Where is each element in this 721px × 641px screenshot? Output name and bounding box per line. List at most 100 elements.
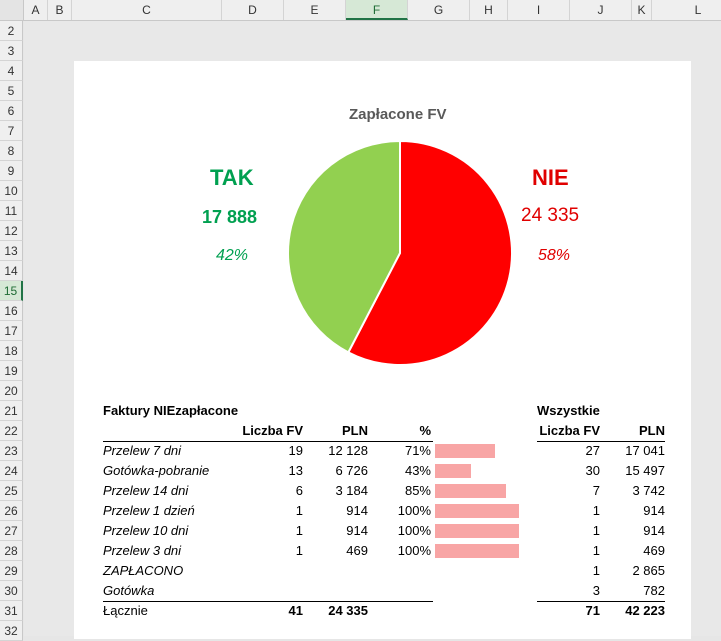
dashboard-card: Zapłacone FV TAK 17 888 42% NIE 24 335 5…	[74, 61, 691, 639]
row-header-3[interactable]: 3	[0, 41, 23, 61]
left-row-pln: 12 128	[328, 443, 368, 458]
column-header-f[interactable]: F	[346, 0, 408, 20]
right-row-count: 30	[585, 463, 600, 478]
left-row-pct	[384, 581, 431, 601]
right-row-pln: 3 742	[632, 483, 665, 498]
nie-value: 24 335	[521, 205, 580, 226]
percent-databar	[435, 544, 519, 558]
left-row-pln: 914	[346, 523, 368, 538]
column-header-b[interactable]: B	[48, 0, 72, 20]
percent-databar	[435, 524, 519, 538]
left-row-pct: 71%	[404, 443, 431, 458]
row-header-5[interactable]: 5	[0, 81, 23, 101]
pie-slice-tak	[287, 139, 401, 354]
row-header-6[interactable]: 6	[0, 101, 23, 121]
column-header-c[interactable]: C	[72, 0, 222, 20]
row-header-17[interactable]: 17	[0, 321, 23, 341]
row-header-14[interactable]: 14	[0, 261, 23, 281]
row-header-10[interactable]: 10	[0, 181, 23, 201]
row-header-20[interactable]: 20	[0, 381, 23, 401]
row-header-27[interactable]: 27	[0, 521, 23, 541]
left-row-pln	[319, 581, 368, 601]
tak-label: TAK	[210, 165, 254, 190]
select-all-corner[interactable]	[0, 0, 24, 20]
left-row-name: Przelew 1 dzień	[103, 503, 195, 518]
left-row-pct: 43%	[404, 463, 431, 478]
row-header-16[interactable]: 16	[0, 301, 23, 321]
left-total-count: 41	[288, 603, 303, 618]
left-row-pct: 100%	[397, 543, 431, 558]
percent-databar	[435, 444, 495, 458]
row-header-26[interactable]: 26	[0, 501, 23, 521]
row-header-4[interactable]: 4	[0, 61, 23, 81]
row-header-31[interactable]: 31	[0, 601, 23, 621]
sheet-area[interactable]: Zapłacone FV TAK 17 888 42% NIE 24 335 5…	[24, 21, 721, 639]
left-row-pln	[319, 561, 368, 581]
row-header-32[interactable]: 32	[0, 621, 23, 641]
left-row-pct: 85%	[404, 483, 431, 498]
left-table-title: Faktury NIEzapłacone	[103, 403, 239, 418]
right-header-count: Liczba FV	[539, 423, 600, 438]
column-header-e[interactable]: E	[284, 0, 346, 20]
right-row-count: 1	[592, 563, 600, 578]
row-header-23[interactable]: 23	[0, 441, 23, 461]
right-row-pln: 914	[643, 503, 665, 518]
right-row-pln: 17 041	[625, 443, 665, 458]
left-row-count: 1	[295, 523, 303, 538]
right-row-count: 27	[585, 443, 600, 458]
left-header-underline	[103, 441, 433, 442]
row-header-13[interactable]: 13	[0, 241, 23, 261]
column-header-d[interactable]: D	[222, 0, 284, 20]
row-header-7[interactable]: 7	[0, 121, 23, 141]
percent-databar	[435, 484, 506, 498]
left-row-count	[237, 581, 303, 601]
column-header-k[interactable]: K	[632, 0, 652, 20]
nie-label: NIE	[532, 165, 569, 190]
left-row-pct	[384, 561, 431, 581]
right-row-count: 7	[592, 483, 600, 498]
right-total-pln: 42 223	[625, 603, 665, 618]
row-header-9[interactable]: 9	[0, 161, 23, 181]
column-header-j[interactable]: J	[570, 0, 632, 20]
left-row-count: 19	[288, 443, 303, 458]
row-header-30[interactable]: 30	[0, 581, 23, 601]
pie-slice-nie	[346, 139, 513, 366]
left-total-label: Łącznie	[103, 603, 148, 618]
row-header-11[interactable]: 11	[0, 201, 23, 221]
left-total-pln: 24 335	[328, 603, 368, 618]
row-header-15[interactable]: 15	[0, 281, 23, 301]
row-header-2[interactable]: 2	[0, 21, 23, 41]
column-header-g[interactable]: G	[408, 0, 470, 20]
left-row-name: Przelew 3 dni	[103, 543, 182, 558]
left-row-pln: 3 184	[335, 483, 368, 498]
column-header-i[interactable]: I	[508, 0, 570, 20]
left-row-pln: 6 726	[335, 463, 368, 478]
row-header-21[interactable]: 21	[0, 401, 23, 421]
left-header-pln: PLN	[342, 423, 368, 438]
right-header-pln: PLN	[639, 423, 665, 438]
left-total-line	[103, 601, 433, 602]
chart-title: Zapłacone FV	[349, 106, 447, 123]
left-row-count: 13	[288, 463, 303, 478]
column-header-l[interactable]: L	[652, 0, 721, 20]
left-row-pln: 469	[346, 543, 368, 558]
left-row-name: ZAPŁACONO	[103, 563, 184, 578]
left-row-name: Gotówka	[103, 583, 155, 598]
row-header-8[interactable]: 8	[0, 141, 23, 161]
left-row-pln: 914	[346, 503, 368, 518]
column-header-h[interactable]: H	[470, 0, 508, 20]
left-row-count: 1	[295, 503, 303, 518]
row-header-12[interactable]: 12	[0, 221, 23, 241]
right-total-line	[537, 601, 665, 602]
row-header-29[interactable]: 29	[0, 561, 23, 581]
percent-databar	[435, 504, 519, 518]
left-header-pct: %	[419, 423, 431, 438]
left-row-count	[237, 561, 303, 581]
row-header-24[interactable]: 24	[0, 461, 23, 481]
row-header-25[interactable]: 25	[0, 481, 23, 501]
column-header-a[interactable]: A	[24, 0, 48, 20]
row-header-18[interactable]: 18	[0, 341, 23, 361]
row-header-19[interactable]: 19	[0, 361, 23, 381]
row-header-28[interactable]: 28	[0, 541, 23, 561]
row-header-22[interactable]: 22	[0, 421, 23, 441]
